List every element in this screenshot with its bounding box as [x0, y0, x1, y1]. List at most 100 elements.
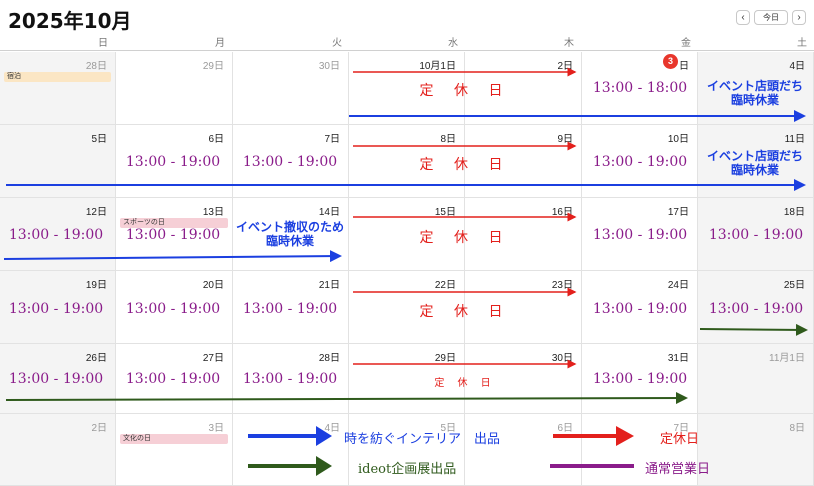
hours-label: 13:00 - 18:00: [592, 80, 688, 96]
hours-label: 13:00 - 19:00: [592, 227, 688, 243]
note-line: 臨時休業: [730, 93, 780, 107]
day-cell[interactable]: 25日: [698, 271, 814, 344]
header-divider: [0, 50, 814, 51]
day-cell[interactable]: 30日: [465, 344, 582, 414]
hours-label: 13:00 - 19:00: [242, 301, 338, 317]
hours-label: 13:00 - 19:00: [125, 301, 221, 317]
day-cell[interactable]: 20日: [116, 271, 233, 344]
hours-label: 13:00 - 19:00: [708, 301, 804, 317]
day-number: 22日: [434, 280, 456, 291]
day-cell[interactable]: 5日: [0, 125, 116, 198]
day-cell[interactable]: 11月1日: [698, 344, 814, 414]
day-cell[interactable]: 17日: [582, 198, 698, 271]
note-line: イベント店頭だち: [706, 79, 804, 93]
day-cell[interactable]: 14日: [233, 198, 349, 271]
weekday-sun: 日: [98, 38, 108, 49]
day-cell[interactable]: 9日: [465, 125, 582, 198]
day-cell[interactable]: 18日: [698, 198, 814, 271]
day-number: 17日: [667, 207, 689, 218]
closed-label: 定 休 日: [419, 304, 511, 320]
day-number: 28日: [85, 61, 107, 72]
day-number: 29日: [202, 61, 224, 72]
day-number: 10日: [667, 134, 689, 145]
hours-label: 13:00 - 19:00: [708, 227, 804, 243]
day-cell[interactable]: 8日: [349, 125, 465, 198]
weekday-thu: 木: [564, 38, 574, 49]
day-cell[interactable]: 21日: [233, 271, 349, 344]
day-number: 3日: [208, 423, 224, 434]
weekday-tue: 火: [332, 38, 342, 49]
day-cell-today[interactable]: 3 日: [582, 52, 698, 125]
day-number: 14日: [318, 207, 340, 218]
day-number-suffix: 日: [679, 61, 689, 72]
calendar-nav: ‹ 今日 ›: [736, 10, 806, 25]
day-cell[interactable]: 22日: [349, 271, 465, 344]
month-title: 2025年10月: [8, 9, 132, 33]
day-cell[interactable]: 29日: [349, 344, 465, 414]
day-cell[interactable]: 24日: [582, 271, 698, 344]
legend-blue-label: 時を紡ぐインテリア 出品: [344, 432, 501, 447]
day-cell[interactable]: 31日: [582, 344, 698, 414]
event-removal-note: イベント撤収のため 臨時休業: [236, 220, 344, 248]
day-number: 31日: [667, 353, 689, 364]
day-number: 26日: [85, 353, 107, 364]
day-cell[interactable]: 19日: [0, 271, 116, 344]
day-number: 18日: [783, 207, 805, 218]
day-cell[interactable]: 3日 文化の日: [116, 414, 233, 486]
day-cell[interactable]: 2日: [465, 52, 582, 125]
day-number: 11日: [784, 134, 805, 145]
day-number: 16日: [551, 207, 573, 218]
day-cell[interactable]: 13日 スポーツの日: [116, 198, 233, 271]
day-cell[interactable]: 15日: [349, 198, 465, 271]
day-cell[interactable]: 10日: [582, 125, 698, 198]
note-line: イベント店頭だち: [706, 149, 804, 163]
hours-label: 13:00 - 19:00: [592, 154, 688, 170]
day-number: 24日: [667, 280, 689, 291]
hours-label: 13:00 - 19:00: [125, 371, 221, 387]
event-stay[interactable]: 宿泊: [4, 72, 111, 82]
closed-label: 定 休 日: [434, 378, 496, 389]
store-closed-note: イベント店頭だち 臨時休業: [707, 149, 803, 177]
hours-label: 13:00 - 19:00: [592, 371, 688, 387]
hours-label: 13:00 - 19:00: [8, 301, 104, 317]
hours-label: 13:00 - 19:00: [8, 371, 104, 387]
day-cell[interactable]: 6日: [116, 125, 233, 198]
day-number: 27日: [202, 353, 224, 364]
day-number: 7日: [324, 134, 340, 145]
day-cell[interactable]: 28日: [233, 344, 349, 414]
legend-red-label: 定休日: [660, 432, 700, 447]
month-grid: 28日 宿泊 29日 30日 10月1日 2日 3 日 4日 5日 6日 7日 …: [0, 52, 814, 486]
day-cell[interactable]: 16日: [465, 198, 582, 271]
hours-label: 13:00 - 19:00: [242, 371, 338, 387]
day-cell[interactable]: 2日: [0, 414, 116, 486]
day-number: 6日: [208, 134, 224, 145]
day-number: 5日: [91, 134, 107, 145]
closed-label: 定 休 日: [419, 157, 511, 173]
day-cell[interactable]: 30日: [233, 52, 349, 125]
day-number: 15日: [434, 207, 456, 218]
event-culture-day[interactable]: 文化の日: [120, 434, 228, 444]
day-number: 4日: [789, 61, 805, 72]
today-button[interactable]: 今日: [754, 10, 788, 25]
day-cell[interactable]: 28日 宿泊: [0, 52, 116, 125]
hours-label: 13:00 - 19:00: [125, 154, 221, 170]
day-cell[interactable]: 8日: [698, 414, 814, 486]
next-month-button[interactable]: ›: [792, 10, 806, 25]
day-cell[interactable]: 7日: [233, 125, 349, 198]
day-number: 7日: [673, 423, 689, 434]
event-sports-day[interactable]: スポーツの日: [120, 218, 228, 228]
day-cell[interactable]: 4日: [233, 414, 349, 486]
day-number: 30日: [318, 61, 340, 72]
hours-label: 13:00 - 19:00: [592, 301, 688, 317]
day-cell[interactable]: 27日: [116, 344, 233, 414]
day-cell[interactable]: 26日: [0, 344, 116, 414]
store-closed-note: イベント店頭だち 臨時休業: [707, 79, 803, 107]
today-badge: 3: [663, 54, 678, 69]
day-cell[interactable]: 10月1日: [349, 52, 465, 125]
day-cell[interactable]: 29日: [116, 52, 233, 125]
prev-month-button[interactable]: ‹: [736, 10, 750, 25]
day-cell[interactable]: 6日: [465, 414, 582, 486]
day-number: 25日: [783, 280, 805, 291]
day-cell[interactable]: 23日: [465, 271, 582, 344]
day-number: 8日: [789, 423, 805, 434]
